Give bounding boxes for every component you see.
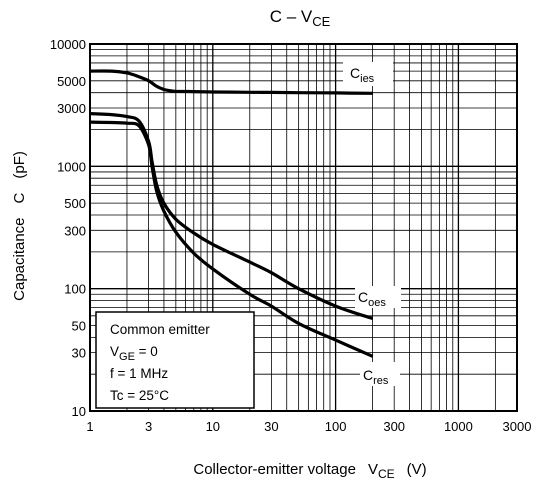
coes-label-main: C (358, 289, 368, 305)
plot-frame (89, 43, 518, 412)
y-tick-label: 10 (72, 404, 86, 419)
cies-label-sub: ies (360, 73, 375, 85)
y-tick-label: 5000 (57, 74, 86, 89)
x-tick-label: 100 (325, 419, 347, 434)
y-tick-label: 500 (64, 196, 86, 211)
vge-rest: = 0 (135, 344, 158, 359)
grid-lines (90, 44, 517, 411)
x-axis-label: Collector-emitter voltage VCE (V) (193, 461, 426, 481)
x-tick-label: 30 (264, 419, 278, 434)
chart-title: C – VCE (270, 7, 331, 29)
y-tick-label: 30 (72, 346, 86, 361)
condition-line-2: VGE = 0 (110, 344, 158, 363)
y-tick-label: 10000 (50, 37, 86, 52)
cies-label-main: C (350, 65, 360, 81)
y-axis-label-unit: (pF) (11, 151, 28, 179)
x-axis-label-sub: CE (378, 467, 395, 481)
y-tick-label: 100 (64, 282, 86, 297)
y-tick-label: 50 (72, 318, 86, 333)
series-line-cies (89, 69, 373, 95)
condition-line-4: Tc = 25°C (110, 388, 169, 403)
y-axis-label-var: C (11, 192, 28, 203)
svg-text:Coes: Coes (358, 289, 386, 309)
x-axis-label-var: V (368, 461, 378, 478)
x-tick-label: 10 (206, 419, 220, 434)
svg-text:Cres: Cres (363, 367, 389, 387)
x-tick-label: 300 (383, 419, 405, 434)
y-tick-label: 1000 (57, 159, 86, 174)
vge-main: V (110, 344, 119, 359)
svg-text:Cies: Cies (350, 65, 375, 85)
y-tick-label: 300 (64, 223, 86, 238)
vge-sub: GE (119, 351, 135, 363)
series-label-coes: Coes (355, 286, 401, 309)
x-tick-label: 3 (145, 419, 152, 434)
x-axis-label-unit: (V) (407, 461, 427, 478)
chart-title-main: C – V (270, 7, 313, 26)
series-line-coes (89, 112, 374, 321)
x-tick-label: 1000 (444, 419, 473, 434)
condition-line-1: Common emitter (110, 322, 210, 337)
y-axis-label-main: Capacitance (11, 217, 28, 300)
cres-label-sub: res (373, 375, 389, 387)
series-label-cies: Cies (343, 62, 393, 86)
x-axis-label-main: Collector-emitter voltage (193, 461, 356, 478)
y-tick-labels: 10 30 50 100 300 500 1000 3000 5000 10000 (50, 37, 86, 419)
condition-line-3: f = 1 MHz (110, 366, 168, 381)
x-tick-labels: 1 3 10 30 100 300 1000 3000 (86, 419, 531, 434)
y-axis-label: Capacitance C (pF) (11, 151, 28, 301)
series-curves (89, 69, 374, 358)
x-tick-label: 1 (86, 419, 93, 434)
x-tick-label: 3000 (503, 419, 532, 434)
series-label-cres: Cres (360, 362, 400, 387)
y-tick-label: 3000 (57, 101, 86, 116)
coes-label-sub: oes (368, 297, 386, 309)
chart-title-sub: CE (312, 14, 330, 29)
conditions-box: Common emitter VGE = 0 f = 1 MHz Tc = 25… (95, 311, 255, 409)
cres-label-main: C (363, 367, 373, 383)
series-line-cres (89, 120, 374, 358)
